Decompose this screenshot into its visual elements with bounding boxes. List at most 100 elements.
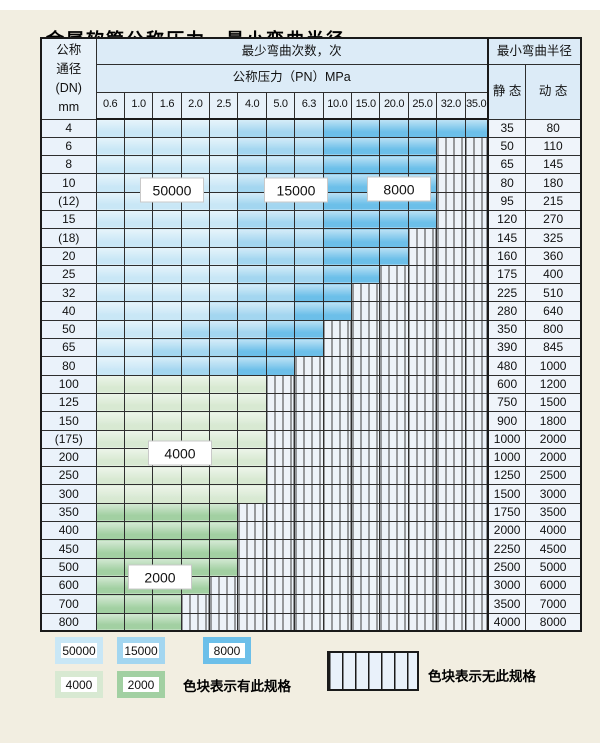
spec-cell bbox=[379, 228, 409, 248]
spec-cell bbox=[180, 466, 211, 486]
spec-cell bbox=[180, 521, 211, 541]
no-spec-cell bbox=[436, 191, 466, 211]
static-radius-cell: 1000 bbox=[486, 447, 527, 468]
spec-cell bbox=[180, 411, 211, 431]
table-row: 20 160 360 bbox=[40, 246, 582, 266]
spec-cell bbox=[95, 246, 125, 266]
dn-cell: 6 bbox=[40, 136, 97, 157]
no-spec-cell bbox=[265, 466, 296, 486]
spec-cell bbox=[407, 155, 438, 175]
spec-cell bbox=[351, 118, 381, 138]
spec-cell bbox=[152, 539, 182, 559]
spec-cell bbox=[152, 136, 182, 157]
no-spec-cell bbox=[209, 575, 239, 596]
spec-cell bbox=[209, 466, 239, 486]
dynamic-radius-cell: 1000 bbox=[525, 356, 582, 376]
dynamic-radius-cell: 4500 bbox=[525, 539, 582, 559]
spec-cell bbox=[95, 338, 125, 358]
no-spec-cell bbox=[464, 411, 489, 431]
no-spec-cell bbox=[294, 612, 324, 632]
no-spec-cell bbox=[209, 594, 239, 614]
spec-cell bbox=[237, 283, 267, 303]
no-spec-cell bbox=[322, 575, 353, 596]
no-spec-cell bbox=[407, 246, 438, 266]
no-spec-cell bbox=[464, 338, 489, 358]
no-spec-cell bbox=[351, 594, 381, 614]
spec-cell bbox=[180, 374, 211, 394]
dynamic-radius-cell: 400 bbox=[525, 264, 582, 285]
spec-cell bbox=[152, 484, 182, 504]
no-spec-cell bbox=[322, 612, 353, 632]
no-spec-cell bbox=[436, 539, 466, 559]
no-spec-cell bbox=[407, 301, 438, 321]
no-spec-cell bbox=[237, 594, 267, 614]
no-spec-cell bbox=[379, 539, 409, 559]
no-spec-cell bbox=[407, 411, 438, 431]
table-row: 80 480 1000 bbox=[40, 356, 582, 376]
spec-cell bbox=[152, 118, 182, 138]
spec-cell bbox=[351, 155, 381, 175]
spec-cell bbox=[95, 447, 125, 468]
spec-cell bbox=[294, 246, 324, 266]
spec-cell bbox=[237, 118, 267, 138]
spec-cell bbox=[95, 429, 125, 449]
no-spec-cell bbox=[407, 612, 438, 632]
spec-cell bbox=[152, 466, 182, 486]
spec-cell bbox=[123, 466, 154, 486]
no-spec-cell bbox=[464, 575, 489, 596]
no-spec-cell bbox=[407, 502, 438, 523]
spec-cell bbox=[237, 447, 267, 468]
no-spec-cell bbox=[237, 575, 267, 596]
spec-cell bbox=[123, 283, 154, 303]
spec-cell bbox=[209, 356, 239, 376]
spec-cell bbox=[265, 319, 296, 340]
table-row: 200 1000 2000 bbox=[40, 447, 582, 468]
dynamic-column-header: 动 态 bbox=[525, 63, 582, 120]
no-spec-cell bbox=[379, 429, 409, 449]
spec-cell bbox=[95, 374, 125, 394]
no-spec-cell bbox=[237, 521, 267, 541]
pressure-tick: 1.6 bbox=[152, 91, 182, 120]
dn-header-line: (DN) bbox=[55, 80, 82, 95]
spec-cell bbox=[123, 521, 154, 541]
no-spec-cell bbox=[351, 575, 381, 596]
spec-cell bbox=[209, 264, 239, 285]
spec-cell bbox=[294, 283, 324, 303]
static-radius-cell: 600 bbox=[486, 374, 527, 394]
no-spec-cell bbox=[436, 356, 466, 376]
no-spec-cell bbox=[294, 429, 324, 449]
static-radius-cell: 80 bbox=[486, 173, 527, 193]
spec-cell bbox=[379, 246, 409, 266]
no-spec-cell bbox=[464, 155, 489, 175]
dn-cell: 10 bbox=[40, 173, 97, 193]
spec-cell bbox=[123, 209, 154, 230]
spec-cell bbox=[237, 301, 267, 321]
spec-cell bbox=[407, 209, 438, 230]
spec-cell bbox=[209, 191, 239, 211]
spec-cell bbox=[209, 118, 239, 138]
spec-cell bbox=[209, 301, 239, 321]
no-spec-cell bbox=[322, 429, 353, 449]
no-spec-cell bbox=[464, 539, 489, 559]
spec-cell bbox=[265, 228, 296, 248]
no-spec-cell bbox=[436, 502, 466, 523]
no-spec-cell bbox=[351, 392, 381, 413]
spec-cell bbox=[180, 118, 211, 138]
no-spec-cell bbox=[464, 136, 489, 157]
dn-header-line: 公称 bbox=[56, 42, 82, 57]
no-spec-cell bbox=[464, 228, 489, 248]
spec-cell bbox=[123, 155, 154, 175]
dn-cell: 200 bbox=[40, 447, 97, 468]
table-row: 250 1250 2500 bbox=[40, 466, 582, 486]
spec-cell bbox=[209, 283, 239, 303]
spec-cell bbox=[180, 136, 211, 157]
no-spec-cell bbox=[464, 594, 489, 614]
pressure-tick: 32.0 bbox=[436, 91, 466, 120]
spec-cell bbox=[464, 118, 489, 138]
pressure-tick: 15.0 bbox=[351, 91, 381, 120]
static-radius-cell: 1750 bbox=[486, 502, 527, 523]
dn-cell: (18) bbox=[40, 228, 97, 248]
zone-label-2000: 2000 bbox=[128, 564, 192, 590]
dn-cell: 65 bbox=[40, 338, 97, 358]
